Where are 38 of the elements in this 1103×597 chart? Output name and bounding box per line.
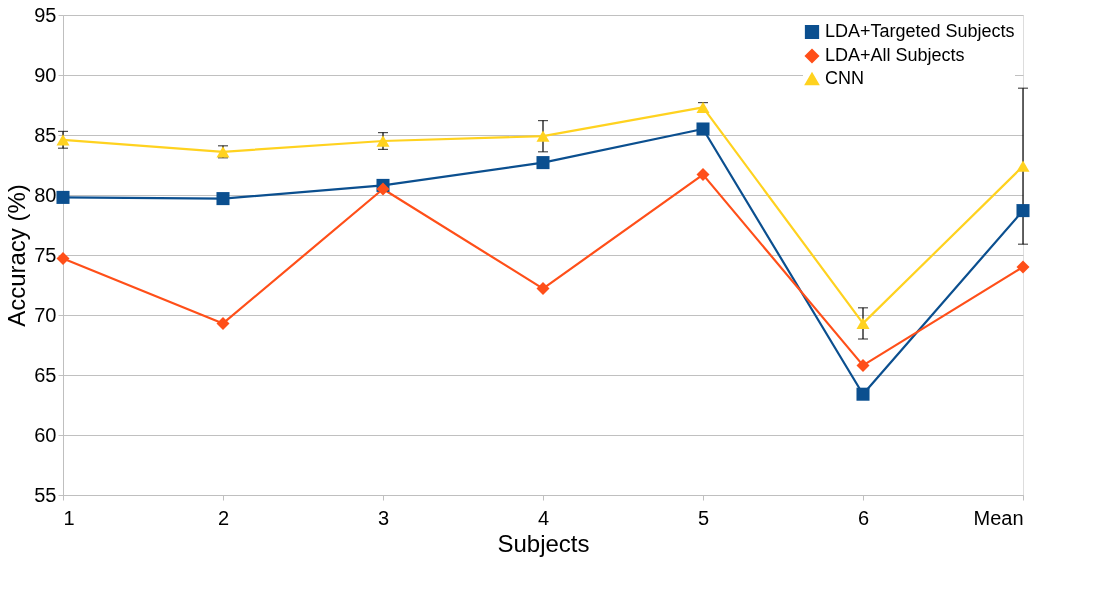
point xyxy=(536,130,550,142)
x-tick-label: 3 xyxy=(377,506,390,529)
y-tick-label: 85 xyxy=(34,123,57,146)
x-axis-title: Subjects xyxy=(497,529,590,557)
point xyxy=(1016,260,1030,274)
y-tick-label: 75 xyxy=(34,243,57,266)
legend-label: CNN xyxy=(825,68,864,88)
point xyxy=(856,387,870,401)
y-tick-label: 70 xyxy=(34,303,57,326)
y-tick-label: 90 xyxy=(34,63,57,86)
point xyxy=(1016,204,1030,218)
y-tick-label: 60 xyxy=(34,423,57,446)
point xyxy=(696,168,710,182)
x-tick-label: Mean xyxy=(973,506,1024,529)
y-tick-label: 95 xyxy=(34,3,57,26)
point xyxy=(216,192,230,206)
point xyxy=(376,182,390,196)
legend-label: LDA+All Subjects xyxy=(825,45,965,65)
x-tick-label: 1 xyxy=(63,506,75,529)
x-tick-label: 6 xyxy=(857,506,870,529)
y-tick-label: 55 xyxy=(34,483,57,506)
x-tick-label: 2 xyxy=(217,506,230,529)
y-tick-label: 80 xyxy=(34,183,57,206)
x-tick-label: 4 xyxy=(537,506,550,529)
x-tick-label: 5 xyxy=(697,506,710,529)
point xyxy=(56,252,70,266)
point xyxy=(536,282,550,296)
y-tick-label: 65 xyxy=(34,363,57,386)
point xyxy=(536,156,550,170)
legend-label: LDA+Targeted Subjects xyxy=(825,21,1015,41)
point xyxy=(856,358,870,372)
point xyxy=(56,134,70,146)
point xyxy=(856,317,870,330)
point xyxy=(1016,160,1030,172)
y-axis-title: Accuracy (%) xyxy=(3,184,31,327)
point xyxy=(216,316,230,330)
point xyxy=(696,122,710,136)
point xyxy=(56,190,70,204)
